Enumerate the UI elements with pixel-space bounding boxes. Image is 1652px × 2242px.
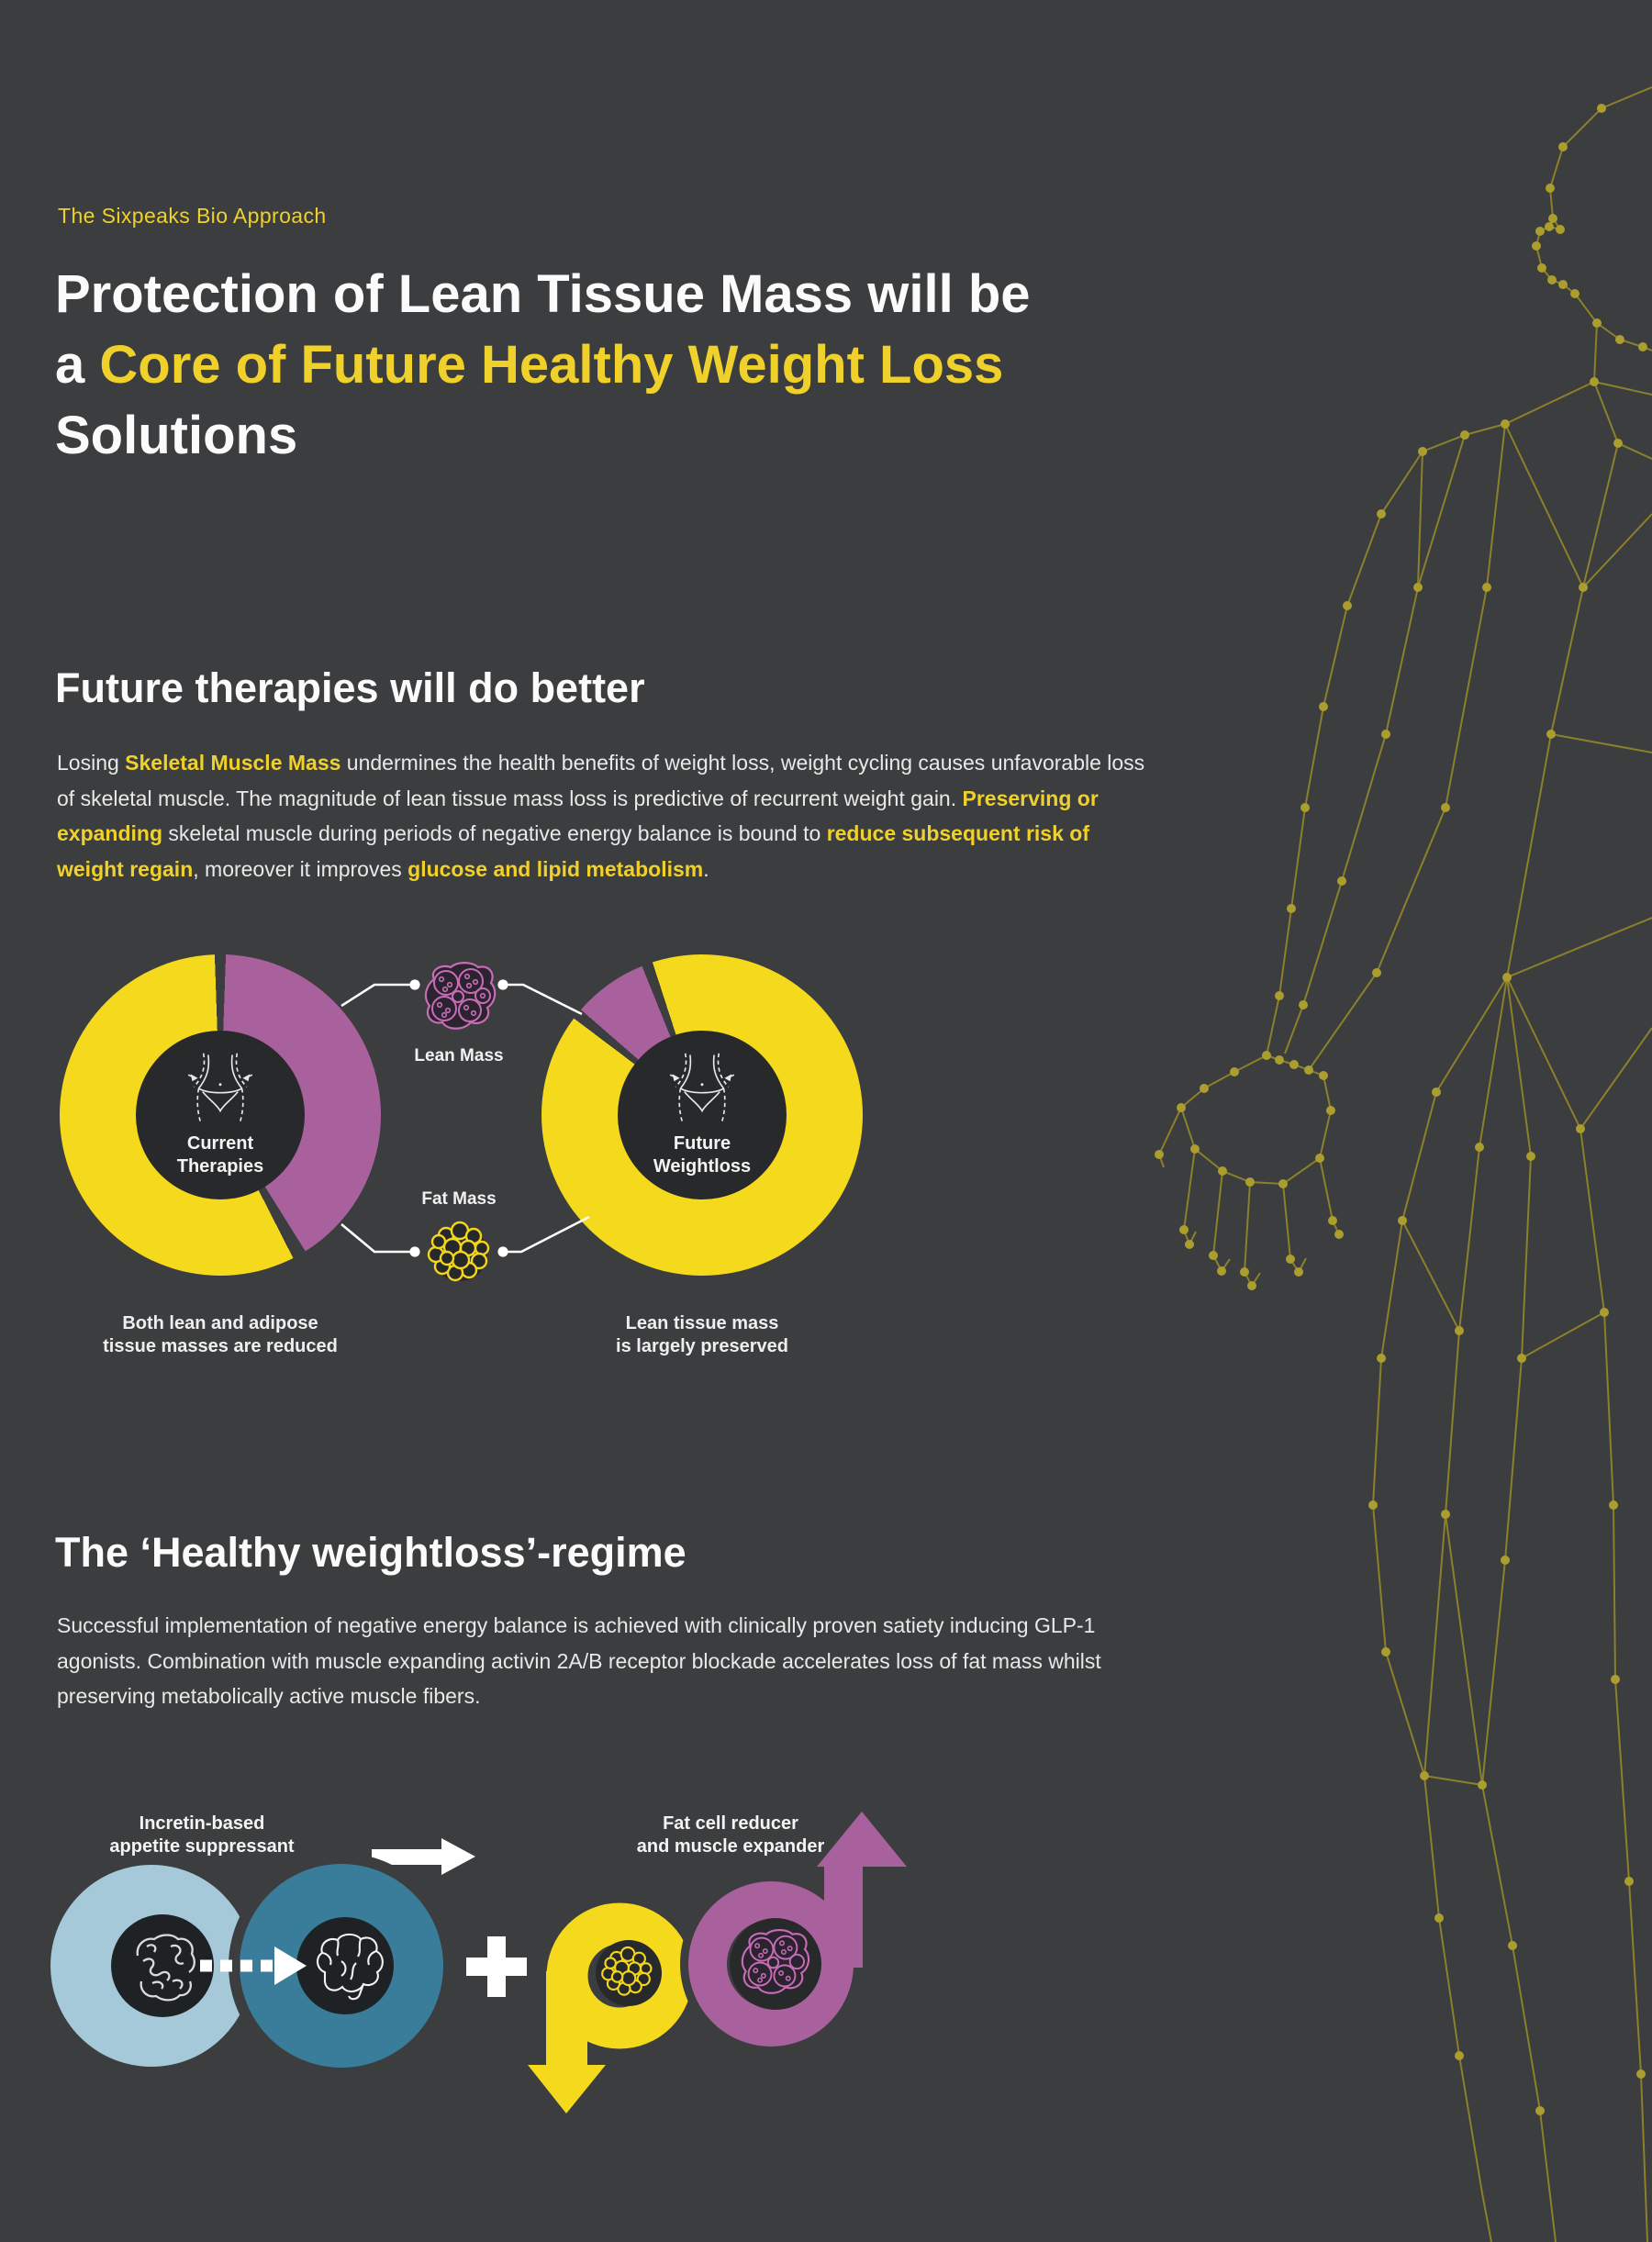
regime-diagram-graphic [50, 1812, 907, 2114]
section-heading-regime: The ‘Healthy weightloss’-regime [55, 1529, 686, 1576]
title-line-3: Solutions [55, 406, 298, 465]
gut-circle [50, 1865, 252, 2067]
caption-future-weightloss: Lean tissue mass is largely preserved [616, 1313, 788, 1356]
yellow-down-arrow-shape [528, 1902, 693, 2114]
intestine-icon [136, 1934, 195, 2002]
eyebrow-text: The Sixpeaks Bio Approach [58, 204, 327, 228]
fat-mass-label: Fat Mass [421, 1189, 497, 1209]
section-heading-future: Future therapies will do better [55, 664, 645, 711]
donut-center-future: Future Weightloss [618, 1031, 787, 1199]
donut-chart-future-weightloss: Future Weightloss [541, 954, 863, 1276]
fat-cells-icon [601, 1946, 653, 1996]
brain-icon [317, 1933, 384, 2001]
body-waist-icon [669, 1053, 735, 1124]
title-line-1: Protection of Lean Tissue Mass will be [55, 264, 1031, 324]
donut-label-current: Current Therapies [176, 1133, 264, 1177]
paragraph-regime: Successful implementation of negative en… [57, 1613, 1101, 1709]
muscle-cells-icon [741, 1929, 810, 1994]
donut-center-current: Current Therapies [136, 1031, 305, 1199]
right-arrow-icon [372, 1838, 475, 1875]
fat-cells-icon [427, 1221, 490, 1282]
lean-mass-label: Lean Mass [414, 1046, 504, 1065]
purple-up-arrow-shape [680, 1812, 907, 2055]
body-waist-icon [187, 1053, 253, 1124]
donut-label-future: Future Weightloss [653, 1133, 752, 1177]
plus-icon [466, 1936, 527, 1997]
fat-cell-reducer-label: Fat cell reducer and muscle expander [636, 1813, 825, 1857]
title-line-2: a Core of Future Healthy Weight Loss [55, 335, 1004, 395]
page-title: Protection of Lean Tissue Mass will be a… [55, 259, 1111, 471]
incretin-label: Incretin-based appetite suppressant [109, 1813, 295, 1857]
brain-circle [229, 1853, 454, 2079]
paragraph-future: Losing Skeletal Muscle Mass undermines t… [57, 751, 1145, 881]
muscle-cells-icon [424, 962, 497, 1030]
title-highlight: Core of Future Healthy Weight Loss [99, 335, 1004, 395]
caption-current-therapies: Both lean and adipose tissue masses are … [103, 1313, 338, 1356]
dashed-arrow-icon [200, 1946, 307, 1985]
donut-chart-current-therapies: Current Therapies [60, 954, 381, 1276]
